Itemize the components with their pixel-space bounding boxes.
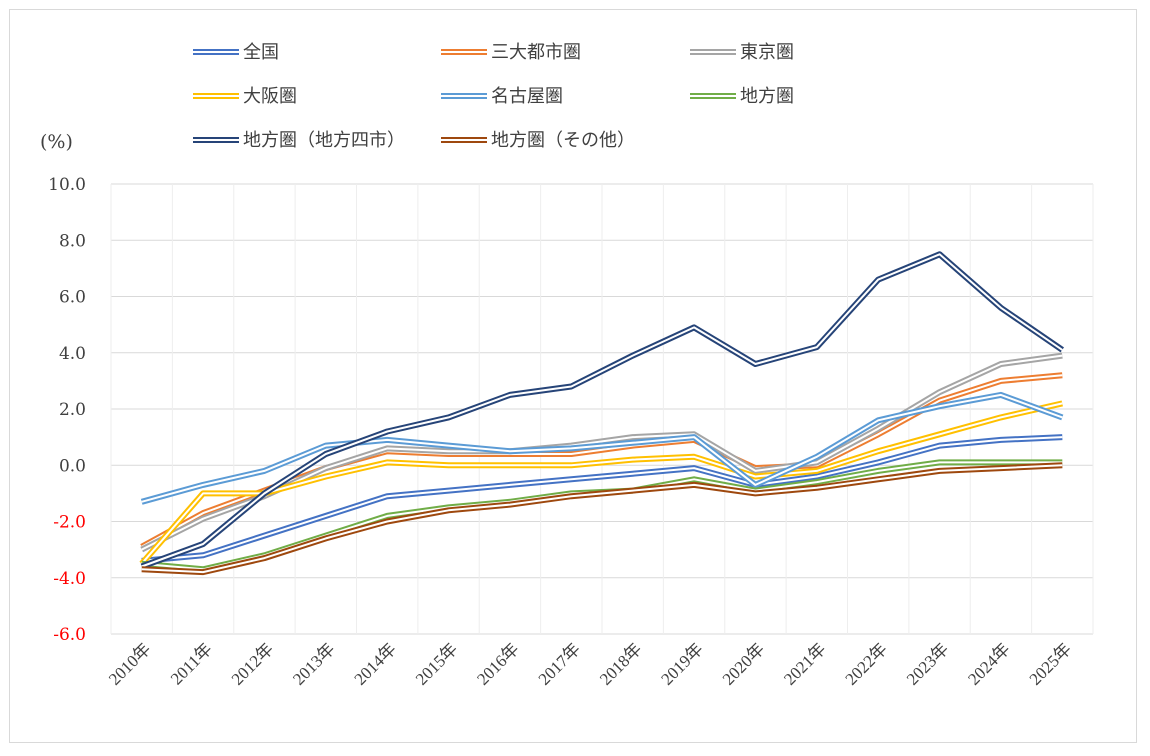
x-tick-label: 2021年: [780, 639, 829, 688]
x-tick-label: 2010年: [105, 639, 154, 688]
gridlines: [110, 183, 1094, 635]
y-tick-label: 0.0: [59, 456, 86, 476]
series-lines: [139, 251, 1064, 576]
y-tick-label: 10.0: [48, 175, 86, 195]
y-tick-label: -4.0: [53, 569, 86, 589]
x-tick-label: 2020年: [719, 639, 768, 688]
legend-item: 地方圏: [690, 86, 794, 107]
y-tick-label: 8.0: [59, 231, 86, 251]
x-tick-label: 2016年: [473, 639, 522, 688]
series-line-inner: [141, 436, 1063, 562]
x-tick-label: 2011年: [167, 639, 216, 688]
x-tick-label: 2013年: [289, 639, 338, 688]
series-4: [140, 391, 1064, 505]
x-tick-label: 2012年: [228, 639, 277, 688]
series-3: [139, 400, 1063, 566]
series-0: [141, 434, 1063, 564]
y-tick-label: -6.0: [53, 625, 86, 645]
legend-item: 東京圏: [690, 42, 794, 63]
x-tick-label: 2018年: [596, 639, 645, 688]
legend-label: 地方圏（その他）: [491, 130, 635, 151]
legend-label: 東京圏: [740, 42, 794, 63]
y-tick-label: 4.0: [59, 344, 86, 364]
series-line-inner: [141, 393, 1063, 503]
legend-label: 大阪圏: [243, 86, 297, 107]
y-tick-label: -2.0: [53, 513, 86, 533]
x-tick-label: 2023年: [903, 639, 952, 688]
y-axis-ticks: 10.0 8.0 6.0 4.0 2.0 0.0 -2.0 -4.0 -6.0: [48, 175, 86, 645]
x-tick-label: 2019年: [657, 639, 706, 688]
legend-item: 地方圏（地方四市）: [193, 130, 405, 151]
legend-item: 大阪圏: [193, 86, 297, 107]
legend-item: 名古屋圏: [441, 86, 563, 107]
legend-item: 三大都市圏: [441, 42, 581, 63]
legend-item: 地方圏（その他）: [441, 130, 635, 151]
y-tick-label: 6.0: [59, 288, 86, 308]
x-axis-ticks: 2010年 2011年 2012年 2013年 2014年 2015年 2016年 2017年…: [105, 639, 1075, 688]
legend-label: 全国: [243, 42, 279, 63]
y-axis-unit-label: (%): [40, 131, 73, 153]
series-6: [140, 251, 1064, 570]
x-tick-label: 2014年: [351, 639, 400, 688]
legend-label: 地方圏（地方四市）: [243, 130, 405, 151]
legend-item: 全国: [193, 42, 279, 63]
legend-label: 名古屋圏: [491, 86, 563, 107]
x-tick-label: 2025年: [1026, 639, 1075, 688]
x-tick-label: 2022年: [842, 639, 891, 688]
x-tick-label: 2017年: [535, 639, 584, 688]
chart-frame: [9, 9, 1137, 743]
series-line-inner: [141, 464, 1063, 574]
series-line-inner: [141, 253, 1063, 568]
y-tick-label: 2.0: [59, 400, 86, 420]
legend-label: 地方圏: [740, 86, 794, 107]
series-line-inner: [140, 402, 1063, 565]
x-tick-label: 2024年: [964, 639, 1013, 688]
x-tick-label: 2015年: [412, 639, 461, 688]
legend-label: 三大都市圏: [491, 42, 581, 63]
series-7: [141, 462, 1063, 576]
